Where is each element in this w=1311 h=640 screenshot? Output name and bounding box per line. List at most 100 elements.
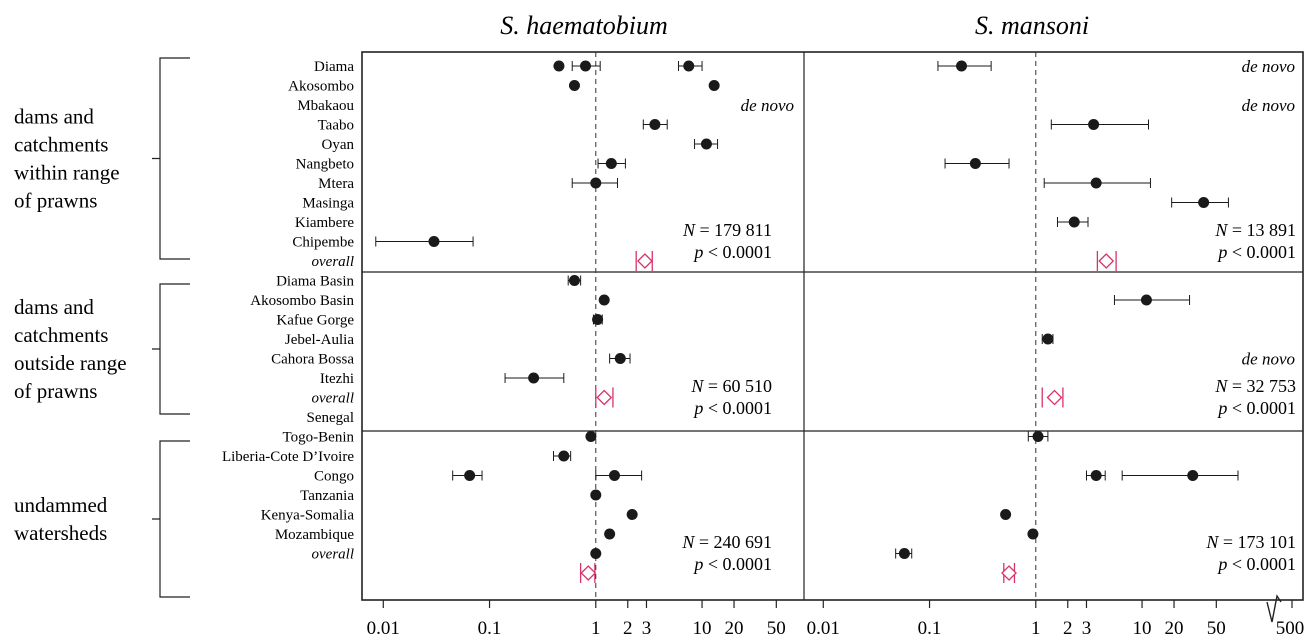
de-novo-label: de novo (741, 96, 794, 115)
point-estimate (626, 509, 638, 520)
point-estimate (1068, 216, 1080, 228)
data-point-haem-16 (553, 450, 572, 462)
row-label: Itezhi (320, 371, 354, 387)
data-point-haem-2 (677, 60, 703, 72)
data-point-haem-17 (452, 470, 483, 481)
panel-title-haematobium: S. haematobium (500, 11, 668, 40)
data-point-haem-18 (595, 470, 643, 481)
point-estimate (1198, 197, 1210, 208)
sample-size-mans-1: N = 13 891 (1214, 220, 1296, 240)
data-point-haem-12 (592, 314, 604, 325)
sample-size-haem-2: N = 60 510 (690, 376, 772, 396)
group-bracket-3 (152, 440, 190, 598)
x-tick-label-haem: 50 (767, 618, 786, 639)
de-novo-label: de novo (1242, 96, 1295, 115)
row-label: Jebel-Aulia (285, 332, 354, 348)
group-bracket-2 (152, 283, 190, 415)
point-estimate (1027, 528, 1039, 540)
row-label: Kafue Gorge (276, 313, 354, 329)
point-estimate (605, 158, 617, 169)
data-point-mans-31 (1027, 431, 1049, 442)
point-estimate (568, 80, 580, 91)
de-novo-label: de novo (1242, 57, 1295, 76)
panel-title-mansoni: S. mansoni (975, 11, 1089, 40)
data-point-mans-36 (895, 548, 913, 559)
x-tick-label-mans: 0.01 (807, 618, 840, 639)
x-tick-label-mans: 0.1 (918, 618, 942, 639)
point-estimate (585, 431, 597, 442)
data-point-mans-30 (1041, 333, 1054, 345)
sample-size-haem-1: N = 179 811 (682, 220, 772, 240)
point-estimate (558, 450, 570, 462)
point-estimate (592, 314, 604, 325)
data-point-mans-32 (1085, 470, 1106, 481)
x-tick-label-extra: 500 (1276, 618, 1305, 639)
point-estimate (604, 528, 616, 540)
point-estimate (898, 548, 910, 559)
data-point-haem-4 (708, 80, 720, 91)
data-point-mans-34 (1000, 509, 1012, 520)
data-point-mans-33 (1121, 470, 1239, 481)
row-label: Senegal (307, 410, 354, 426)
data-point-mans-25 (944, 158, 1010, 169)
point-estimate (700, 138, 712, 150)
group-label-line: catchments (14, 323, 108, 347)
row-label: Cahora Bossa (271, 352, 354, 368)
data-point-haem-5 (642, 119, 668, 130)
point-estimate (1088, 119, 1100, 130)
group-label-line: dams and (14, 295, 94, 319)
x-tick-label-haem: 0.1 (478, 618, 502, 639)
row-label: Oyan (322, 137, 355, 153)
row-label: Togo-Benin (283, 430, 355, 446)
overall-row-label: overall (312, 547, 355, 563)
group-label-line: dams and (14, 105, 94, 129)
overall-estimate-haem-0 (635, 251, 653, 271)
data-point-mans-24 (1050, 119, 1149, 130)
overall-diamond (636, 253, 653, 269)
data-point-haem-15 (585, 431, 597, 442)
overall-row-label: overall (312, 254, 355, 270)
data-point-haem-3 (568, 80, 580, 91)
point-estimate (1042, 333, 1054, 345)
data-point-haem-7 (597, 158, 626, 169)
plot-frame (361, 51, 1304, 601)
row-label: Masinga (302, 196, 354, 212)
row-label: Kenya-Somalia (261, 508, 355, 524)
overall-diamond (1001, 565, 1017, 581)
overall-row-label: overall (312, 391, 355, 407)
x-tick-label-mans: 1 (1031, 618, 1041, 639)
data-point-haem-8 (571, 177, 618, 189)
sample-size-mans-3: N = 173 101 (1205, 532, 1296, 552)
overall-diamond (1046, 389, 1063, 406)
x-tick-label-haem: 10 (693, 618, 712, 639)
data-point-haem-9 (375, 236, 474, 247)
p-value-mans-2: p < 0.0001 (1216, 398, 1296, 418)
point-estimate (464, 470, 476, 481)
overall-estimate-mans-3 (1096, 251, 1117, 271)
row-label: Mozambique (275, 527, 354, 543)
data-point-mans-28 (1056, 216, 1089, 228)
point-estimate (649, 119, 661, 130)
data-point-mans-23 (937, 60, 992, 72)
point-estimate (614, 353, 626, 364)
row-label: Nangbeto (296, 157, 354, 173)
point-estimate (1140, 294, 1152, 306)
point-estimate (969, 158, 981, 169)
overall-diamond (1098, 253, 1115, 269)
data-point-haem-13 (609, 353, 631, 364)
data-point-haem-14 (504, 372, 565, 384)
point-estimate (590, 177, 602, 189)
data-point-haem-1 (571, 60, 601, 72)
row-label: Mtera (318, 176, 354, 192)
point-estimate (590, 548, 602, 559)
p-value-haem-2: p < 0.0001 (692, 398, 772, 418)
point-estimate (1090, 470, 1102, 481)
p-value-mans-3: p < 0.0001 (1216, 554, 1296, 574)
x-tick-label-mans: 2 (1063, 618, 1073, 639)
point-estimate (608, 470, 620, 481)
data-point-mans-35 (1027, 528, 1039, 540)
p-value-haem-3: p < 0.0001 (692, 554, 772, 574)
data-point-haem-10 (567, 275, 582, 286)
group-label-line: outside range (14, 351, 127, 375)
x-tick-label-haem: 0.01 (367, 618, 400, 639)
